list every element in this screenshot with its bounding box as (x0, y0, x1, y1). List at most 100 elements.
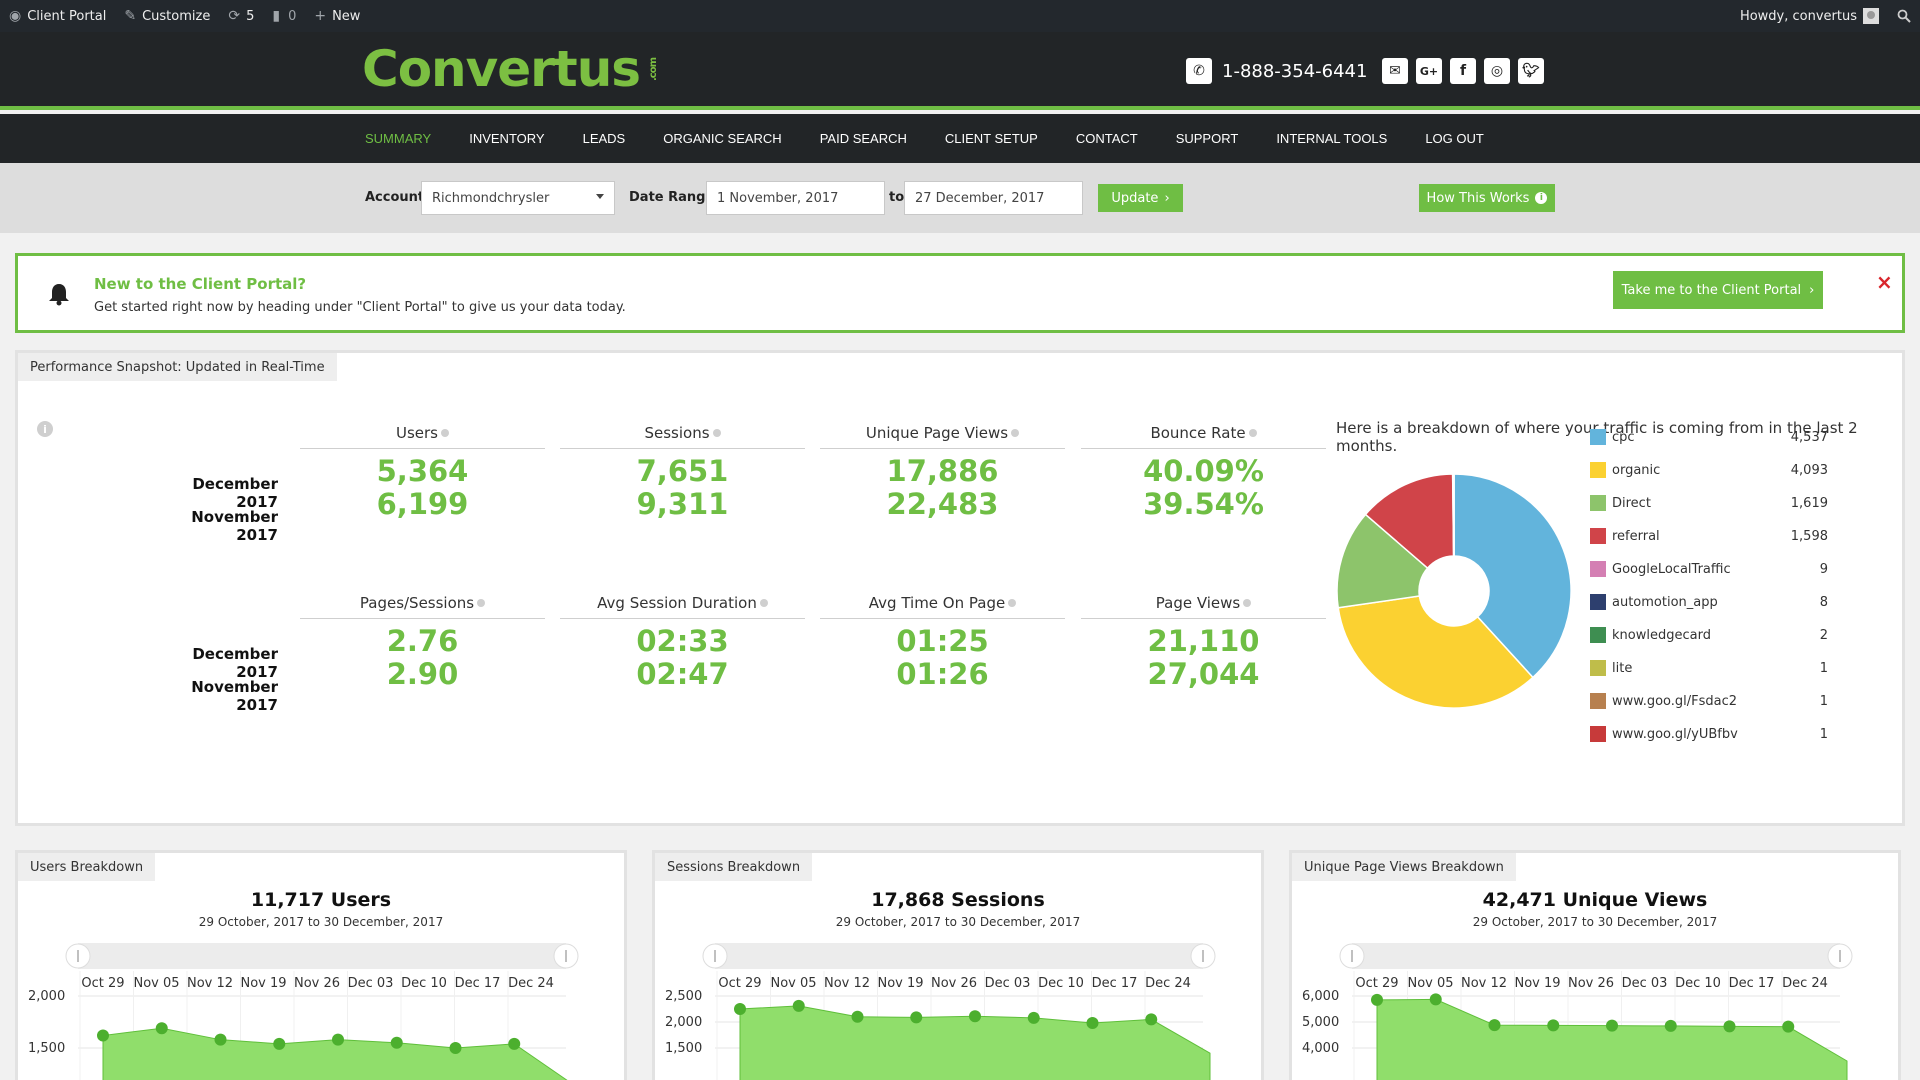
nav-support[interactable]: SUPPORT (1175, 131, 1239, 146)
nav-client-setup[interactable]: CLIENT SETUP (944, 131, 1038, 146)
nav-leads[interactable]: LEADS (582, 131, 626, 146)
admin-comments-link[interactable]: ▮ 0 (263, 0, 305, 32)
x-tick-label: Nov 12 (824, 976, 870, 991)
metric-label: Bounce Rate (1150, 424, 1246, 442)
x-tick-label: Nov 05 (133, 976, 179, 991)
convertus-logo[interactable]: Convertus .com (362, 40, 665, 98)
legend-item[interactable]: www.goo.gl/Fsdac2 1 (1590, 691, 1828, 711)
nav-internal-tools[interactable]: INTERNAL TOOLS (1276, 131, 1388, 146)
info-icon[interactable]: i (37, 421, 53, 437)
search-icon (1897, 9, 1911, 23)
how-label: How This Works (1426, 190, 1530, 206)
metric-label: Pages/Sessions (359, 594, 475, 612)
legend-item[interactable]: organic 4,093 (1590, 460, 1828, 480)
nav-organic-search[interactable]: ORGANIC SEARCH (663, 131, 782, 146)
admin-new-link[interactable]: + New (305, 0, 369, 32)
logo-text: Convertus (362, 40, 641, 98)
data-point (1723, 1020, 1736, 1033)
nav-inventory[interactable]: INVENTORY (469, 131, 545, 146)
legend-item[interactable]: GoogleLocalTraffic 9 (1590, 559, 1828, 579)
admin-item-label: Client Portal (27, 8, 107, 24)
chart-title: 42,471 Unique Views (1482, 889, 1708, 911)
info-icon[interactable] (1011, 429, 1020, 437)
metric-header: Sessions (560, 421, 805, 449)
legend-swatch (1590, 561, 1606, 577)
update-button[interactable]: Update › (1098, 184, 1183, 212)
close-icon[interactable]: × (1876, 270, 1893, 294)
facebook-icon[interactable]: f (1450, 58, 1476, 84)
nav-log-out[interactable]: LOG OUT (1425, 131, 1484, 146)
x-tick-label: Nov 19 (240, 976, 286, 991)
sessions-area-chart[interactable]: 2,500 2,000 1,500 Oct 29 Nov 05 Nov 12 Nov 19 N… (655, 853, 1261, 1080)
twitter-icon[interactable]: 🐦︎ (1518, 58, 1544, 84)
legend-label: Direct (1612, 495, 1651, 511)
metric-sessions: Sessions 7,651 9,311 (560, 421, 805, 521)
metric-label: Avg Time On Page (868, 594, 1006, 612)
legend-item[interactable]: Direct 1,619 (1590, 493, 1828, 513)
info-icon[interactable] (1243, 599, 1252, 607)
phone-icon: ✆ (1186, 58, 1212, 84)
panel-tab: Unique Page Views Breakdown (1292, 853, 1516, 881)
legend-item[interactable]: referral 1,598 (1590, 526, 1828, 546)
nav-paid-search[interactable]: PAID SEARCH (819, 131, 907, 146)
x-tick-label: Dec 03 (1622, 976, 1668, 991)
admin-search-button[interactable] (1888, 0, 1920, 32)
nav-contact[interactable]: CONTACT (1075, 131, 1138, 146)
users-area-chart[interactable]: 2,000 1,500 Oct 29 Nov 05 Nov 12 Nov 19 Nov 26… (18, 853, 624, 1080)
info-icon[interactable] (1248, 429, 1257, 437)
client-portal-button[interactable]: Take me to the Client Portal › (1613, 271, 1823, 309)
metric-header: Avg Time On Page (820, 591, 1065, 619)
info-icon[interactable] (441, 429, 449, 437)
legend-item[interactable]: lite 1 (1590, 658, 1828, 678)
metric-label: Sessions (644, 424, 710, 442)
how-this-works-button[interactable]: How This Works i (1419, 184, 1555, 212)
data-point (214, 1033, 227, 1046)
data-point (734, 1003, 746, 1015)
admin-updates-link[interactable]: ⟳ 5 (219, 0, 263, 32)
account-select[interactable]: Richmondchrysler (421, 181, 615, 215)
x-tick-label: Dec 24 (1782, 976, 1828, 991)
row-label-december: December 2017 (192, 475, 278, 511)
metric-pages-per-session: Pages/Sessions 2.76 2.90 (300, 591, 545, 691)
row-label-december: December 2017 (192, 645, 278, 681)
y-tick-label: 2,000 (28, 989, 65, 1004)
legend-label: automotion_app (1612, 594, 1718, 610)
data-point (332, 1033, 344, 1046)
metric-label: Unique Page Views (865, 424, 1009, 442)
metric-avg-time-on-page: Avg Time On Page 01:25 01:26 (820, 591, 1065, 691)
instagram-icon[interactable]: ◎ (1484, 58, 1510, 84)
info-icon[interactable] (759, 599, 768, 607)
info-icon[interactable] (477, 599, 486, 607)
metric-header: Users (300, 421, 545, 449)
account-menu[interactable]: Howdy, convertus (1731, 0, 1888, 32)
email-icon[interactable]: ✉ (1382, 58, 1408, 84)
legend-item[interactable]: automotion_app 8 (1590, 592, 1828, 612)
legend-value: 4,537 (1790, 429, 1828, 445)
admin-customize-link[interactable]: ✎ Customize (115, 0, 219, 32)
data-point (969, 1010, 981, 1023)
info-icon: i (1535, 192, 1548, 204)
end-date-input[interactable]: 27 December, 2017 (904, 181, 1083, 215)
legend-item[interactable]: knowledgecard 2 (1590, 625, 1828, 645)
phone-number: 1-888-354-6441 (1222, 60, 1368, 82)
legend-item[interactable]: www.goo.gl/yUBfbv 1 (1590, 724, 1828, 744)
legend-item[interactable]: cpc 4,537 (1590, 427, 1828, 447)
metric-value-december: 40.09% (1143, 454, 1264, 488)
comments-count: 0 (288, 8, 297, 24)
data-point (792, 999, 805, 1012)
data-point (1086, 1017, 1099, 1030)
phone-link[interactable]: ✆ 1-888-354-6441 (1186, 58, 1367, 84)
start-date-input[interactable]: 1 November, 2017 (706, 181, 885, 215)
google-plus-icon[interactable]: G+ (1416, 58, 1442, 84)
nav-summary[interactable]: SUMMARY (365, 131, 432, 146)
info-icon[interactable] (1008, 599, 1017, 607)
unique-views-area-chart[interactable]: 6,000 5,000 4,000 Oct 29 Nov 05 Nov 12 Nov 19 N… (1292, 853, 1898, 1080)
traffic-donut-chart[interactable] (1334, 471, 1574, 711)
admin-client-portal-link[interactable]: ◉ Client Portal (0, 0, 115, 32)
metric-unique-page-views: Unique Page Views 17,886 22,483 (820, 421, 1065, 521)
dashboard-icon: ◉ (9, 8, 22, 24)
panel-tab: Users Breakdown (18, 853, 156, 881)
x-tick-label: Nov 12 (187, 976, 233, 991)
info-icon[interactable] (712, 429, 721, 437)
y-tick-label: 2,500 (665, 989, 702, 1004)
